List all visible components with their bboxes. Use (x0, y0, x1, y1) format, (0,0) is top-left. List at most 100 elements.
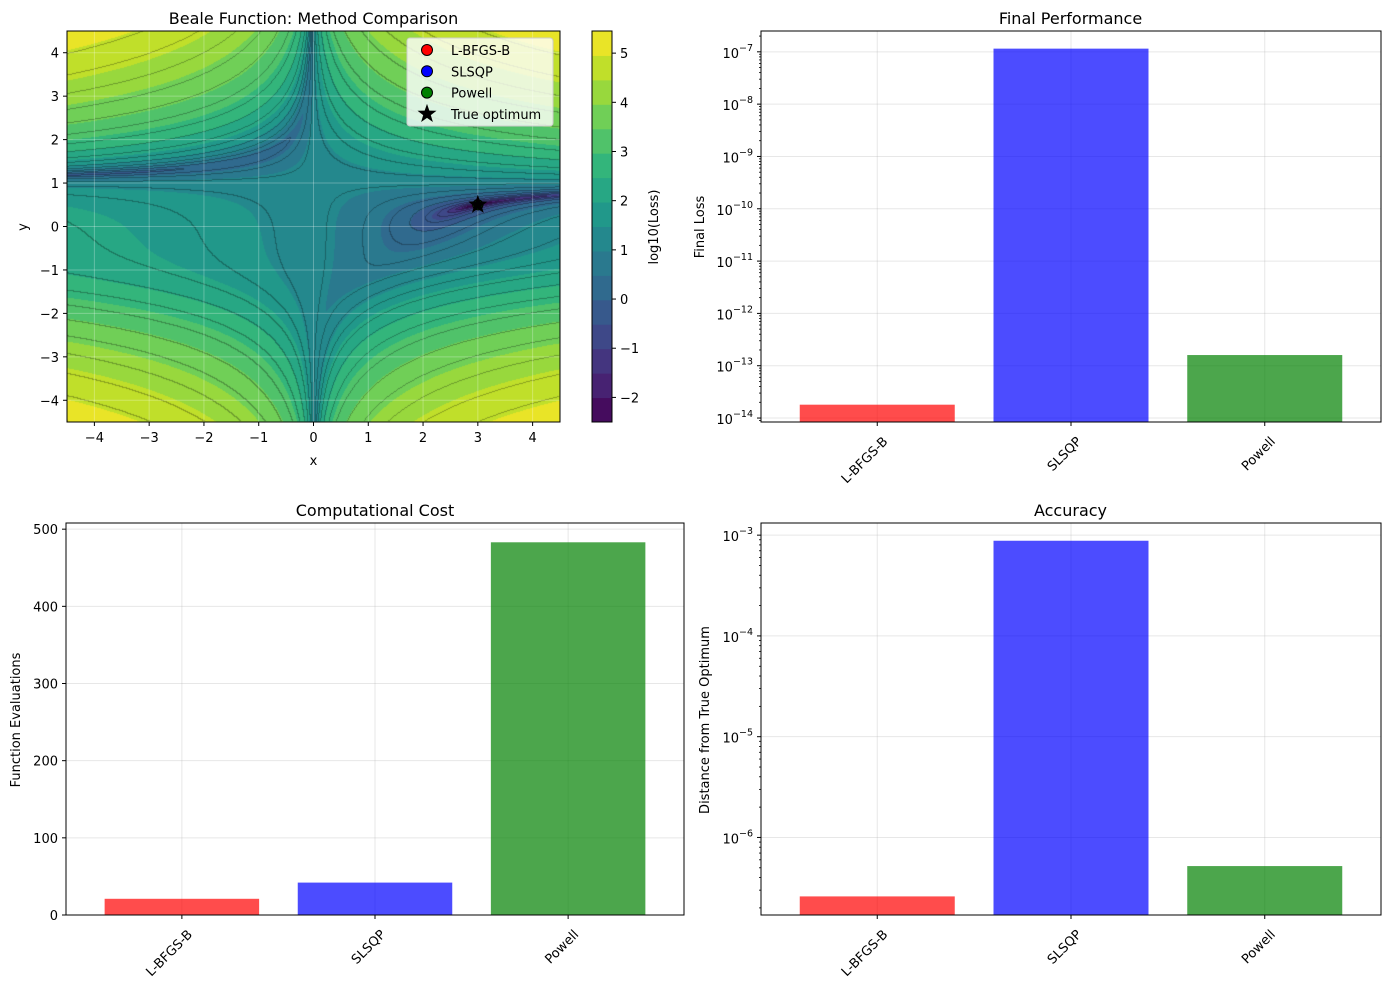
colorbar-band-4 (592, 299, 612, 325)
final-performance-ytick-label-7: 10−7 (722, 43, 753, 62)
computational-cost-ytick-label-2: 200 (33, 755, 58, 770)
colorbar-band-7 (592, 226, 612, 252)
final-performance-ytick-base-6: 10 (722, 99, 739, 114)
accuracy-bar-l-bfgs-b (799, 896, 955, 915)
beale-ytick-label-3: −1 (40, 264, 59, 279)
beale-xlabel: x (310, 454, 318, 469)
final-performance-bar-powell (1187, 355, 1343, 422)
legend-label-l-bfgs-b: L-BFGS-B (451, 44, 510, 59)
colorbar-band-11 (592, 128, 612, 154)
legend-label-powell: Powell (451, 87, 492, 102)
accuracy-bar-powell (1187, 866, 1343, 915)
legend-label-true-optimum: True optimum (450, 108, 541, 123)
computational-cost-bars (104, 542, 646, 915)
colorbar-band-13 (592, 79, 612, 105)
beale-ylabel: y (16, 223, 31, 231)
beale-xtick-label-3: −1 (249, 431, 268, 446)
final-performance-ytick-base-5: 10 (722, 151, 739, 166)
colorbar-band-14 (592, 55, 612, 81)
beale-ytick-label-8: 4 (51, 47, 59, 62)
final-performance-ytick-label-0: 10−14 (716, 409, 753, 428)
colorbar-tick-label-5: 3 (620, 145, 628, 160)
beale-legend: L-BFGS-B SLSQP Powell True optimum (406, 37, 554, 127)
beale-ytick-label-4: 0 (51, 221, 59, 236)
accuracy-ytick-label-3: 10−3 (722, 526, 753, 545)
final-performance-ytick-base-4: 10 (716, 204, 733, 219)
legend-marker-true-optimum (417, 103, 437, 122)
beale-ytick-label-1: −3 (40, 351, 59, 366)
final-performance-ytick-label-1: 10−13 (716, 357, 753, 376)
accuracy-ytick-label-1: 10−5 (722, 728, 753, 747)
colorbar-label: log10(Loss) (647, 189, 662, 264)
final-performance-bar-l-bfgs-b (799, 404, 955, 422)
legend-box (406, 37, 554, 127)
colorbar-tick-label-4: 2 (620, 195, 628, 210)
colorbar-band-15 (592, 31, 612, 56)
accuracy-ytick-label-2: 10−4 (722, 627, 753, 646)
final-performance-ylabel: Final Loss (693, 195, 708, 258)
colorbar: −2 −1 0 1 2 3 4 5 log10(Loss) (591, 30, 662, 423)
final-performance-ytick-exp-2: −12 (733, 304, 753, 315)
final-performance-ytick-label-5: 10−9 (722, 147, 753, 166)
final-performance-ytick-exp-3: −11 (733, 252, 753, 263)
accuracy-bar-slsqp (993, 540, 1149, 915)
final-performance-ytick-label-6: 10−8 (722, 95, 753, 114)
accuracy-ytick-exp-2: −4 (739, 627, 753, 638)
colorbar-band-2 (592, 348, 612, 374)
final-performance-ytick-label-2: 10−12 (716, 304, 753, 323)
colorbar-tick-label-6: 4 (620, 96, 628, 111)
accuracy-ylabel: Distance from True Optimum (698, 626, 713, 814)
beale-xtick-label-6: 2 (419, 431, 427, 446)
beale-ytick-label-0: −4 (40, 394, 59, 409)
colorbar-tick-label-3: 1 (620, 244, 628, 259)
beale-title: Beale Function: Method Comparison (169, 9, 458, 28)
beale-contour-panel: −4 −3 −2 −1 0 1 2 3 4 −4 −3 −2 −1 0 1 2 3 4 Beale Functio… (16, 9, 561, 469)
computational-cost-panel: Computational Cost Function Evaluations … (9, 501, 685, 980)
final-performance-ytick-exp-0: −14 (733, 409, 753, 420)
legend-label-slsqp: SLSQP (451, 65, 493, 80)
beale-xtick-label-0: −4 (85, 431, 104, 446)
computational-cost-ytick-label-3: 300 (33, 678, 58, 693)
final-performance-ytick-label-3: 10−11 (716, 252, 753, 271)
colorbar-tick-label-7: 5 (620, 47, 628, 62)
colorbar-band-0 (592, 397, 612, 423)
colorbar-band-5 (592, 275, 612, 301)
accuracy-ytick-base-2: 10 (722, 631, 739, 646)
colorbar-frame (591, 30, 613, 423)
computational-cost-ytick-label-1: 100 (33, 832, 58, 847)
computational-cost-ylabel: Function Evaluations (9, 652, 24, 787)
colorbar-band-6 (592, 250, 612, 276)
accuracy-bars (799, 540, 1343, 915)
beale-ytick-label-2: −2 (40, 307, 59, 322)
final-performance-bar-slsqp (993, 48, 1149, 422)
final-performance-ytick-exp-4: −10 (733, 200, 753, 211)
beale-xtick-label-4: 0 (309, 431, 317, 446)
colorbar-band-1 (592, 373, 612, 399)
beale-ytick-label-5: 1 (51, 177, 59, 192)
beale-ytick-label-7: 3 (51, 90, 59, 105)
final-performance-minor-ticks (759, 35, 761, 421)
accuracy-ytick-label-0: 10−6 (722, 828, 753, 847)
final-performance-ytick-base-2: 10 (716, 308, 733, 323)
final-performance-ytick-base-3: 10 (716, 256, 733, 271)
accuracy-ytick-base-1: 10 (722, 732, 739, 747)
final-performance-ytick-base-0: 10 (716, 413, 733, 428)
final-performance-ytick-exp-5: −9 (739, 147, 753, 158)
final-performance-ytick-base-7: 10 (722, 47, 739, 62)
beale-xtick-label-7: 3 (474, 431, 482, 446)
true-optimum-star (468, 194, 488, 213)
beale-markers (468, 194, 488, 213)
final-performance-ytick-exp-7: −7 (739, 43, 753, 54)
colorbar-band-10 (592, 153, 612, 179)
legend-marker-powell (421, 86, 433, 99)
beale-xtick-label-2: −2 (194, 431, 213, 446)
colorbar-band-8 (592, 202, 612, 227)
colorbar-band-12 (592, 104, 612, 130)
legend-marker-l-bfgs-b (421, 44, 433, 56)
computational-cost-bar-l-bfgs-b (104, 898, 260, 915)
colorbar-tick-label-0: −2 (620, 391, 639, 406)
colorbar-ticks: −2 −1 0 1 2 3 4 5 (612, 47, 639, 406)
colorbar-gradient (592, 31, 612, 423)
beale-xtick-label-1: −3 (140, 431, 159, 446)
accuracy-minor-ticks (759, 539, 761, 909)
